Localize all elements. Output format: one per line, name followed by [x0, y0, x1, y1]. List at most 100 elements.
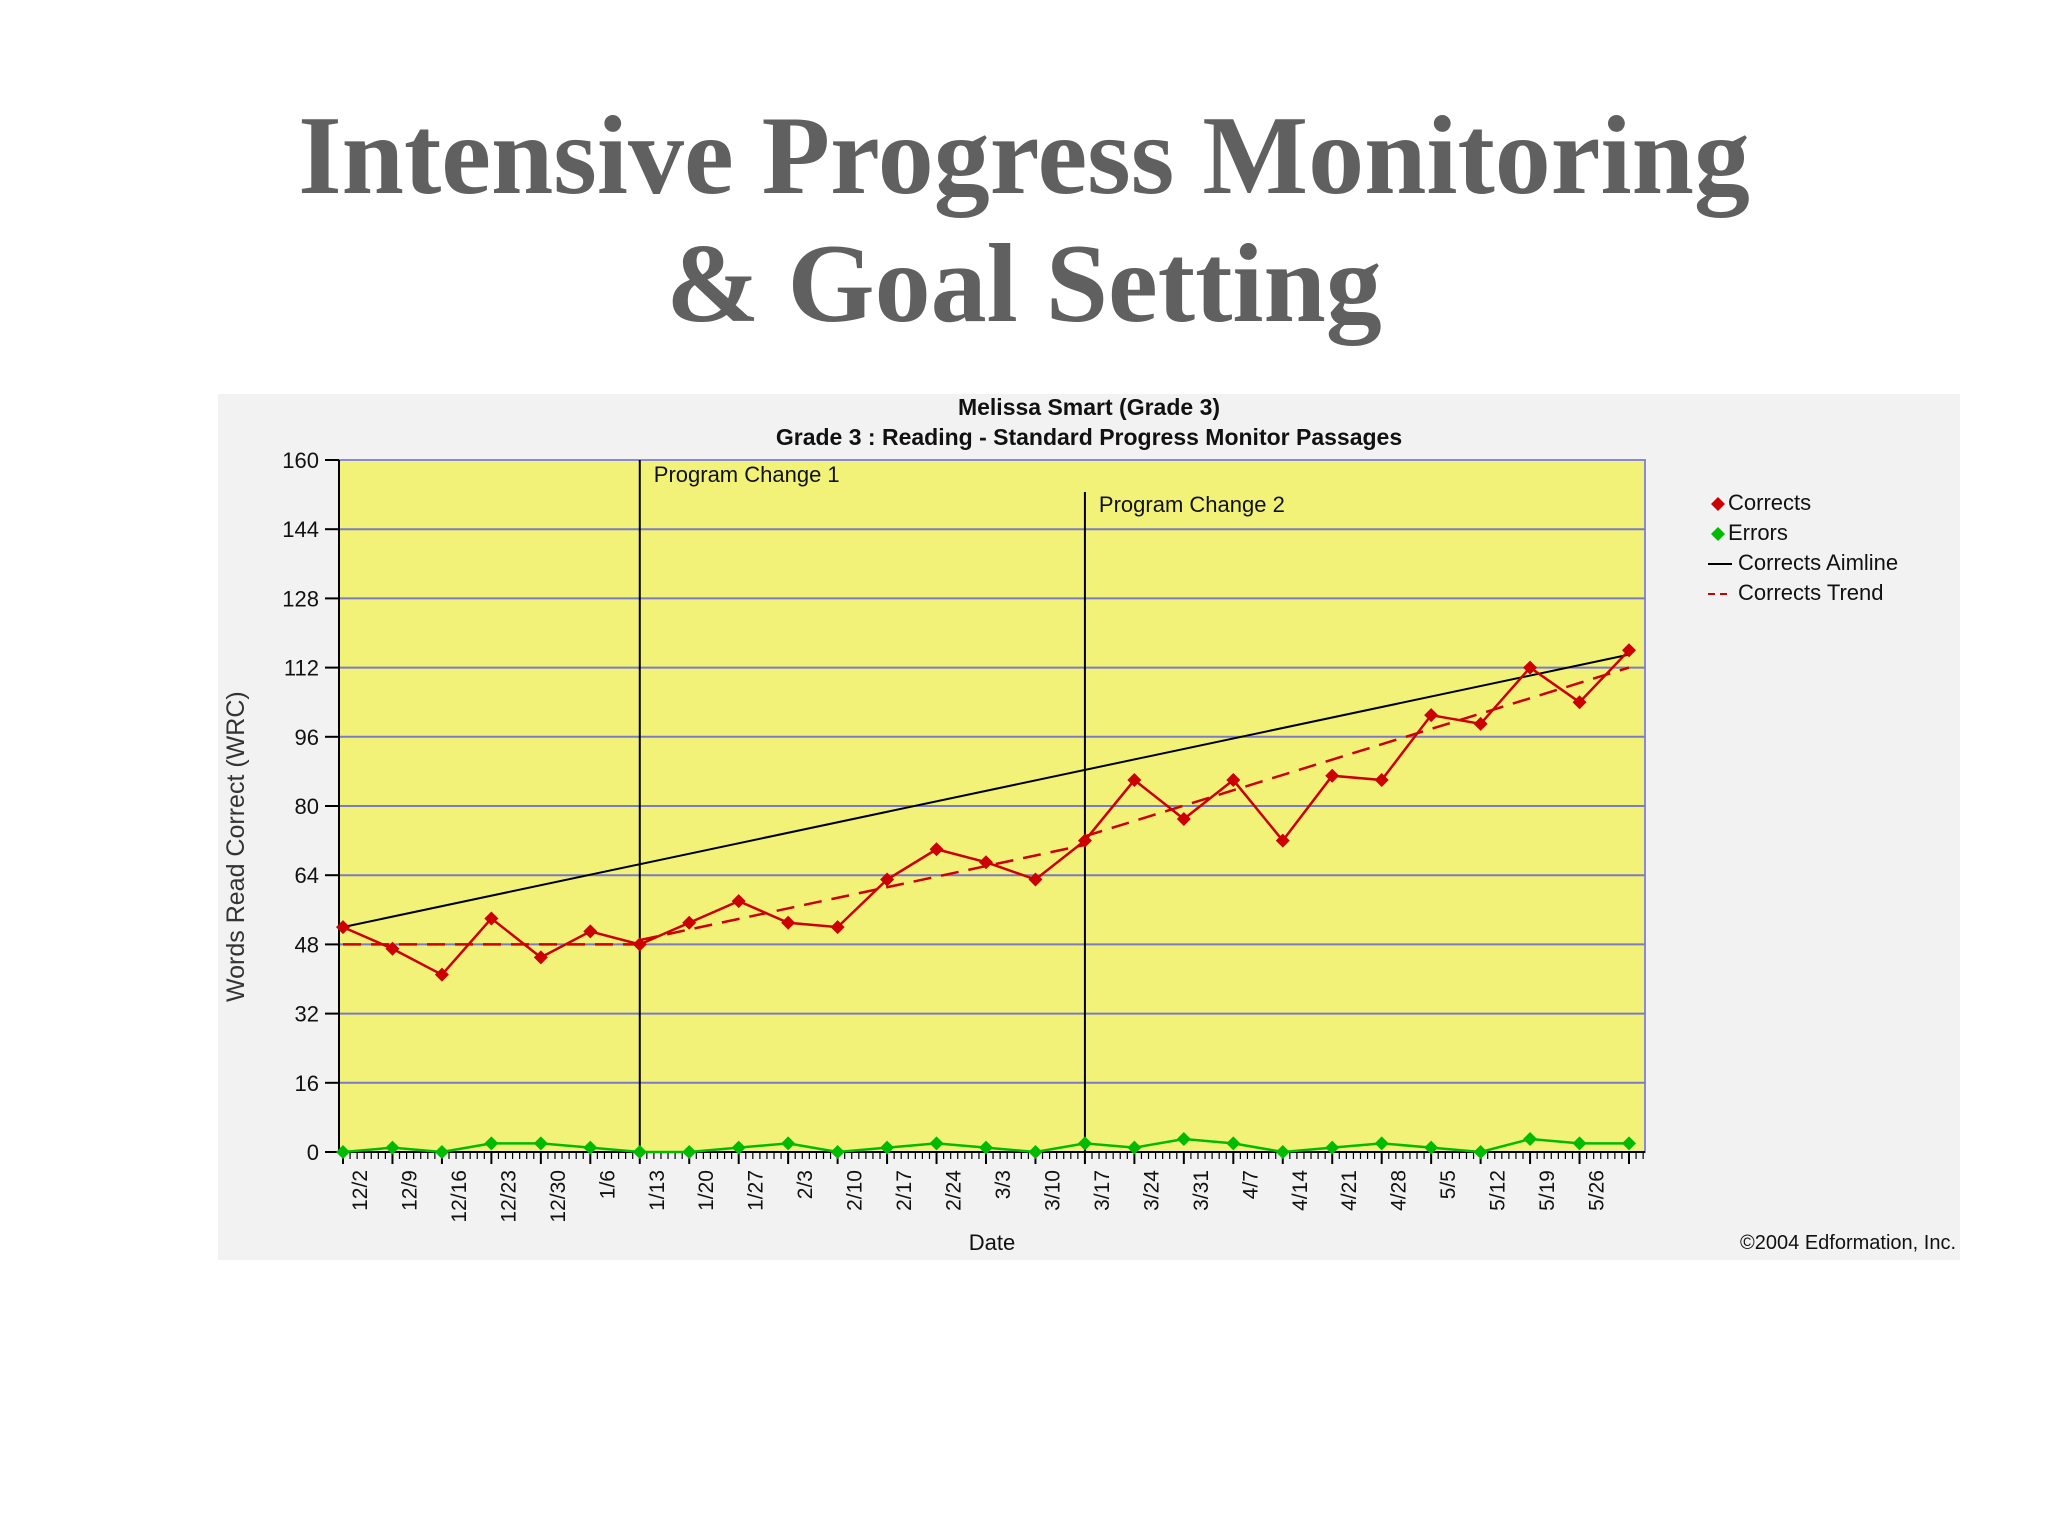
errors-point	[484, 1136, 499, 1151]
chart-subtitle: Grade 3 : Reading - Standard Progress Mo…	[775, 424, 1403, 450]
errors-point	[731, 1140, 746, 1155]
x-tick-label: 3/24	[1140, 1170, 1163, 1211]
corrects-point	[1028, 872, 1043, 887]
y-tick-label: 80	[295, 794, 319, 819]
legend-marker	[1711, 527, 1725, 541]
x-tick-label: 5/19	[1536, 1170, 1559, 1211]
errors-point	[385, 1140, 400, 1155]
x-tick-label: 2/3	[794, 1170, 817, 1199]
errors-point	[880, 1140, 895, 1155]
errors-point	[1325, 1140, 1340, 1155]
x-tick-label: 1/13	[646, 1170, 669, 1211]
errors-point	[1572, 1136, 1587, 1151]
y-tick-label: 16	[295, 1071, 319, 1096]
corrects-point	[1572, 695, 1587, 710]
program-change-label: Program Change 2	[1099, 492, 1285, 517]
y-tick-label: 0	[307, 1140, 319, 1165]
corrects-point	[434, 967, 449, 982]
corrects-point	[830, 920, 845, 935]
x-tick-label: 2/24	[943, 1170, 966, 1211]
x-tick-label: 4/28	[1388, 1170, 1411, 1211]
y-tick-label: 32	[295, 1002, 319, 1027]
corrects-point	[731, 894, 746, 909]
x-tick-label: 2/10	[844, 1170, 867, 1211]
errors-point	[1226, 1136, 1241, 1151]
x-tick-label: 3/31	[1190, 1170, 1213, 1211]
x-tick-label: 1/20	[695, 1170, 718, 1211]
slide-title-line-2: & Goal Setting	[666, 222, 1382, 346]
x-tick-label: 3/17	[1091, 1170, 1114, 1211]
x-tick-label: 4/14	[1289, 1170, 1312, 1211]
x-tick-label: 5/12	[1487, 1170, 1510, 1211]
legend-label: Corrects Trend	[1738, 580, 1884, 605]
errors-point	[632, 1145, 647, 1159]
legend-marker	[1711, 497, 1725, 511]
corrects-point	[336, 920, 350, 935]
errors-point	[1424, 1140, 1439, 1155]
corrects-point	[533, 950, 548, 965]
corrects-point	[1473, 716, 1488, 731]
corrects-point	[484, 911, 499, 926]
y-axis-label: Words Read Correct (WRC)	[222, 691, 250, 1002]
legend-label: Corrects	[1728, 490, 1811, 515]
errors-point	[336, 1145, 350, 1159]
x-tick-label: 12/9	[398, 1170, 421, 1211]
errors-point	[1622, 1136, 1636, 1151]
x-tick-label: 2/17	[893, 1170, 916, 1211]
legend-label: Errors	[1728, 520, 1788, 545]
corrects-point	[1325, 768, 1340, 783]
y-tick-label: 144	[282, 517, 319, 542]
errors-point	[781, 1136, 796, 1151]
trend-line	[639, 843, 1086, 942]
corrects-point	[632, 937, 647, 952]
corrects-point	[1077, 833, 1092, 848]
x-tick-label: 12/30	[547, 1170, 570, 1223]
errors-point	[1374, 1136, 1389, 1151]
aimline	[342, 653, 1630, 929]
x-tick-label: 3/10	[1041, 1170, 1064, 1211]
corrects-point	[1424, 708, 1439, 723]
y-tick-label: 64	[295, 863, 319, 888]
corrects-point	[1275, 833, 1290, 848]
corrects-point	[1226, 773, 1241, 788]
y-tick-label: 160	[282, 448, 319, 473]
corrects-point	[979, 855, 993, 870]
errors-point	[1523, 1132, 1538, 1147]
errors-point	[1127, 1140, 1142, 1155]
x-tick-label: 3/3	[992, 1170, 1015, 1199]
errors-point	[1473, 1145, 1488, 1159]
x-tick-label: 5/26	[1586, 1170, 1609, 1211]
chart-title: Melissa Smart (Grade 3)	[957, 394, 1221, 420]
corrects-point	[1523, 660, 1538, 675]
legend-label: Corrects Aimline	[1738, 550, 1898, 575]
corrects-point	[1176, 811, 1191, 826]
trend-line	[1084, 666, 1630, 838]
corrects-point	[929, 842, 944, 857]
errors-point	[1077, 1136, 1092, 1151]
chart-panel: Melissa Smart (Grade 3) Grade 3 : Readin…	[218, 394, 1960, 1260]
corrects-point	[1622, 643, 1636, 658]
corrects-point	[1374, 773, 1389, 788]
errors-point	[682, 1145, 697, 1159]
x-tick-label: 5/5	[1437, 1170, 1460, 1199]
program-change-label: Program Change 1	[654, 462, 840, 487]
corrects-point	[682, 915, 697, 930]
corrects-point	[781, 915, 796, 930]
slide-title-line-1: Intensive Progress Monitoring	[298, 94, 1750, 218]
errors-point	[583, 1140, 598, 1155]
errors-point	[533, 1136, 548, 1151]
errors-point	[929, 1136, 944, 1151]
corrects-point	[880, 872, 895, 887]
y-tick-label: 48	[295, 932, 319, 957]
y-tick-label: 112	[284, 656, 319, 681]
y-tick-label: 128	[282, 586, 319, 611]
x-tick-label: 12/23	[497, 1170, 520, 1223]
slide-title: Intensive Progress Monitoring & Goal Set…	[0, 92, 2048, 348]
y-tick-label: 96	[295, 725, 319, 750]
x-tick-label: 12/2	[349, 1170, 372, 1211]
x-tick-label: 4/21	[1338, 1170, 1361, 1211]
x-tick-label: 4/7	[1239, 1170, 1262, 1199]
x-tick-label: 1/27	[745, 1170, 768, 1211]
corrects-point	[1127, 773, 1142, 788]
errors-point	[1275, 1145, 1290, 1159]
